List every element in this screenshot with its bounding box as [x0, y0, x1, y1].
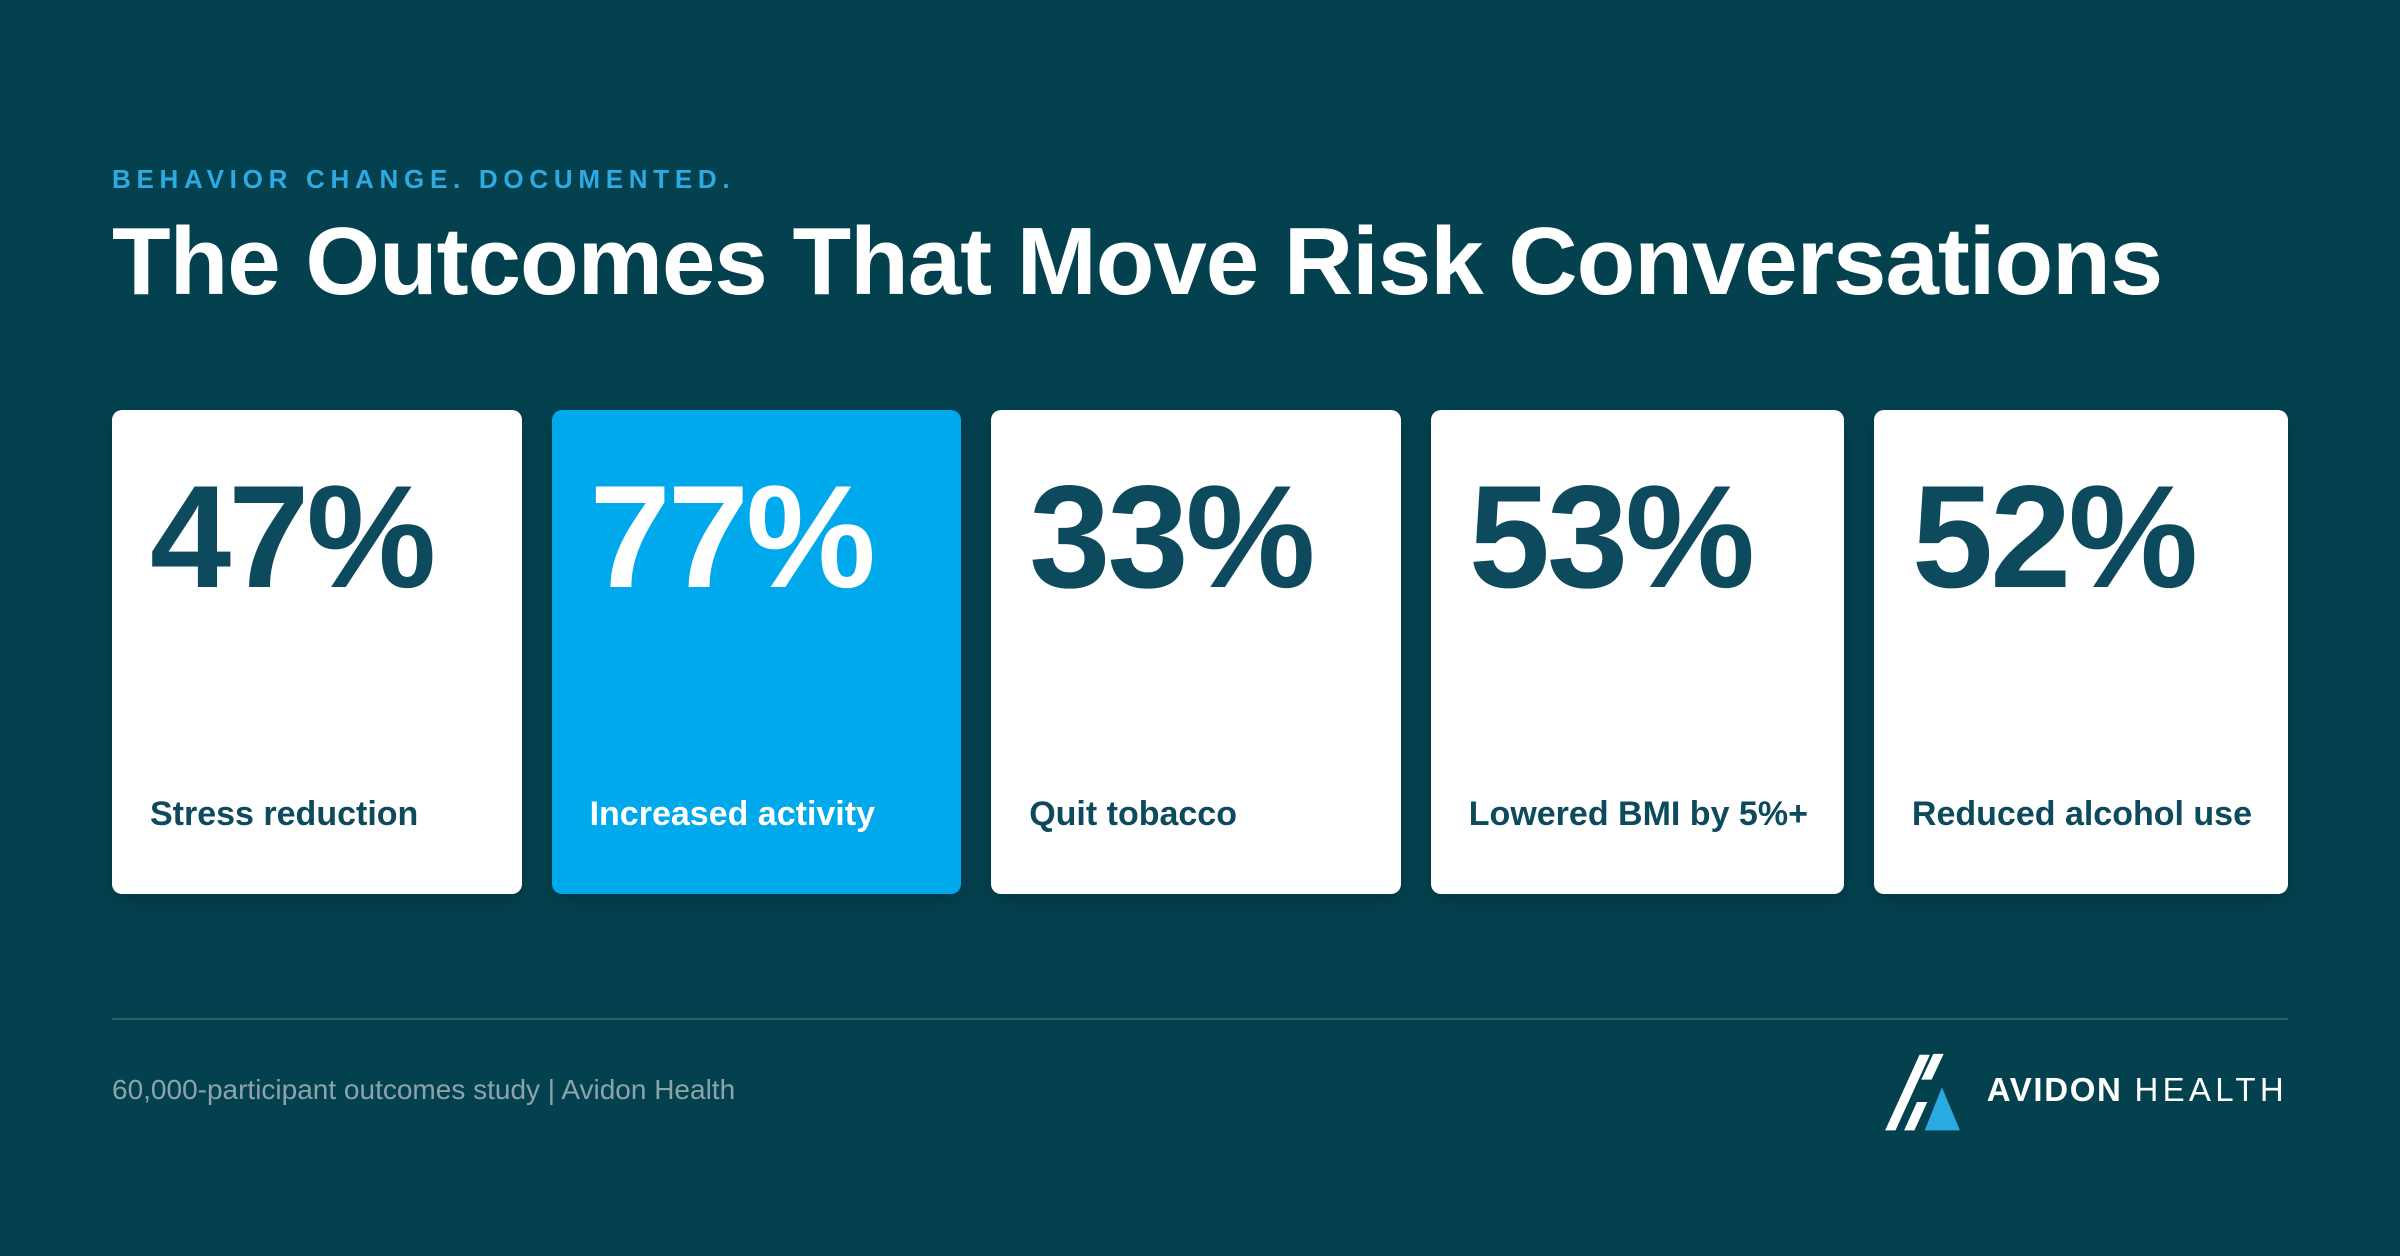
brand-wordmark: AVIDON HEALTH: [1987, 1071, 2288, 1109]
stat-value: 47%: [150, 455, 436, 618]
stat-label: Increased activity: [589, 795, 875, 833]
stat-card-tobacco: 33% Quit tobacco: [991, 410, 1401, 894]
stat-card-alcohol: 52% Reduced alcohol use: [1873, 410, 2289, 894]
brand-logo: AVIDON HEALTH: [1879, 1047, 2288, 1133]
stat-card-stress: 47% Stress reduction: [112, 410, 522, 894]
page-title: The Outcomes That Move Risk Conversation…: [112, 208, 2163, 315]
stat-card-row: 47% Stress reduction 77% Increased activ…: [112, 410, 2289, 894]
stat-value: 77%: [589, 455, 876, 618]
stat-value: 33%: [1029, 455, 1315, 618]
footer: 60,000-participant outcomes study | Avid…: [112, 1044, 2288, 1136]
stat-label: Quit tobacco: [1029, 795, 1237, 833]
stat-label: Reduced alcohol use: [1911, 795, 2253, 833]
stat-value: 53%: [1468, 455, 1755, 618]
eyebrow-tagline: BEHAVIOR CHANGE. DOCUMENTED.: [112, 164, 736, 194]
stat-label: Stress reduction: [150, 795, 419, 833]
avidon-mountain-icon: [1884, 1053, 1960, 1131]
stat-card-bmi: 53% Lowered BMI by 5%+: [1430, 410, 1844, 894]
brand-name-health: HEALTH: [2134, 1071, 2288, 1108]
study-source-note: 60,000-participant outcomes study | Avid…: [112, 1074, 736, 1105]
stat-label: Lowered BMI by 5%+: [1468, 795, 1808, 833]
stat-card-activity: 77% Increased activity: [551, 410, 962, 894]
footer-divider: [112, 1018, 2288, 1020]
stat-value: 52%: [1911, 455, 2198, 618]
brand-name-avidon: AVIDON: [1986, 1071, 2123, 1108]
